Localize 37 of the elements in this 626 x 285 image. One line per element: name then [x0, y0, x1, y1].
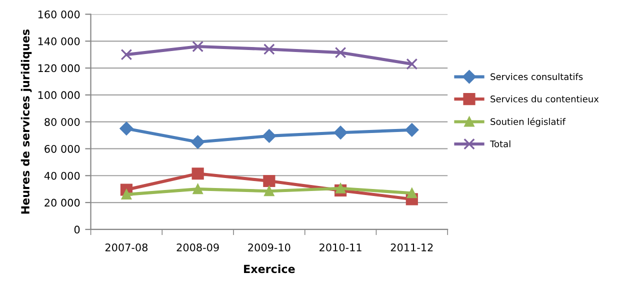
x-tick-label: 2009-10 — [248, 244, 290, 252]
y-tick-label: 140 000 — [38, 37, 80, 46]
legend-label: Services consultatifs — [490, 73, 583, 80]
point — [120, 122, 134, 136]
y-tick-label: 60 000 — [44, 144, 80, 153]
point — [191, 135, 205, 149]
point — [334, 126, 348, 140]
x-tick-label: 2008-09 — [176, 244, 219, 252]
point — [263, 174, 276, 188]
legend-label: Soutien législatif — [490, 118, 566, 127]
point — [262, 129, 276, 143]
point — [406, 58, 418, 70]
point — [405, 123, 419, 137]
y-tick-label: 0 — [74, 226, 80, 234]
y-tick-label: 20 000 — [44, 198, 80, 207]
point — [334, 46, 346, 58]
x-tick-label: 2010-11 — [320, 244, 362, 252]
x-axis-title: Exercice — [244, 264, 295, 274]
x-tick-label: 2007-08 — [105, 244, 148, 252]
y-tick-label: 40 000 — [44, 172, 80, 180]
y-tick-label: 80 000 — [44, 118, 80, 126]
legend-label: Total — [490, 140, 510, 148]
point — [121, 189, 132, 200]
legend-label: Services du contentieux — [490, 95, 599, 102]
point — [192, 168, 204, 180]
y-tick-label: 120 000 — [38, 64, 80, 72]
point — [192, 184, 203, 194]
y-tick-label: 160 000 — [38, 10, 80, 18]
point — [406, 188, 417, 198]
point — [264, 186, 274, 196]
point — [336, 183, 346, 194]
y-tick-label: 100 000 — [38, 91, 80, 100]
point — [192, 40, 204, 52]
point — [263, 44, 275, 55]
y-axis-title: Heures de services juridiques — [20, 30, 32, 214]
x-tick-label: 2011-12 — [390, 244, 433, 252]
point — [120, 48, 132, 60]
